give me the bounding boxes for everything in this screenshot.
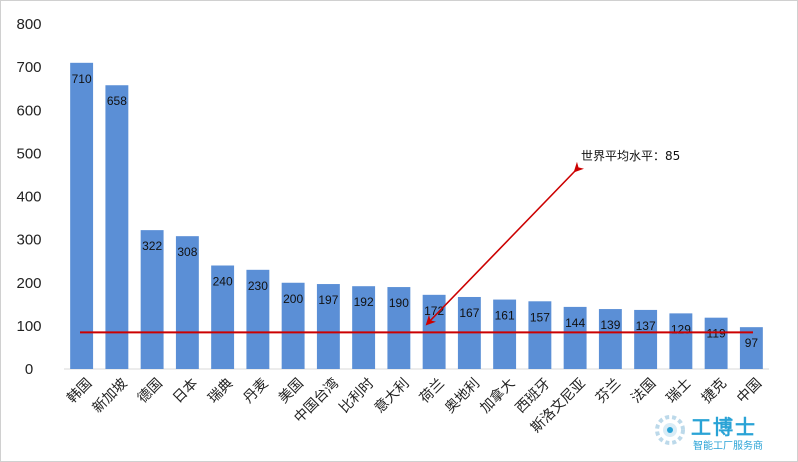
y-tick-label: 400 <box>16 189 41 206</box>
x-tick-label: 美国 <box>276 375 307 406</box>
x-tick-label: 瑞士 <box>664 375 695 406</box>
y-tick-label: 200 <box>16 275 41 292</box>
x-tick-label: 韩国 <box>64 375 95 406</box>
bar <box>281 282 305 369</box>
bar <box>598 309 622 369</box>
gear-logo-icon <box>655 415 685 445</box>
data-label: 157 <box>530 310 550 324</box>
y-tick-label: 800 <box>16 16 41 33</box>
data-label: 137 <box>636 319 656 333</box>
watermark: 工博士 智能工厂服务商 <box>639 409 789 455</box>
x-tick-label: 加拿大 <box>477 375 519 417</box>
data-label: 190 <box>389 296 409 310</box>
bar <box>246 269 270 369</box>
data-label: 710 <box>72 72 92 86</box>
bar <box>211 265 235 369</box>
x-tick-label: 新加坡 <box>90 375 131 416</box>
bar <box>352 286 376 369</box>
data-label: 240 <box>213 275 233 289</box>
x-tick-label: 丹麦 <box>241 375 272 406</box>
data-label: 129 <box>671 322 691 336</box>
bar <box>105 85 129 370</box>
watermark-subtitle: 智能工厂服务商 <box>693 441 763 452</box>
x-tick-label: 日本 <box>170 375 201 406</box>
watermark-title: 工博士 <box>691 415 757 439</box>
data-label: 658 <box>107 94 127 108</box>
data-label: 161 <box>495 309 515 323</box>
y-tick-label: 0 <box>25 361 33 378</box>
annotation-arrow <box>425 161 585 326</box>
x-tick-label: 芬兰 <box>593 375 624 406</box>
annotation-label: 世界平均水平：85 <box>581 149 680 163</box>
x-tick-label: 奥地利 <box>441 375 483 417</box>
y-tick-label: 600 <box>16 102 41 119</box>
data-label: 230 <box>248 279 268 293</box>
y-tick-label: 300 <box>16 232 41 249</box>
x-tick-label: 荷兰 <box>417 375 448 406</box>
bar <box>739 327 763 369</box>
x-tick-label: 法国 <box>628 375 659 406</box>
bar <box>175 236 199 369</box>
data-label: 139 <box>600 318 620 332</box>
y-tick-label: 700 <box>16 59 41 76</box>
x-tick-label: 瑞典 <box>205 375 236 406</box>
y-tick-label: 100 <box>16 318 41 335</box>
bar <box>316 284 340 369</box>
data-label: 322 <box>142 239 162 253</box>
data-label: 200 <box>283 292 303 306</box>
x-tick-label: 捷克 <box>699 375 730 406</box>
bar <box>140 230 164 369</box>
x-tick-label: 意大利 <box>371 375 413 417</box>
data-label: 144 <box>565 316 585 330</box>
data-label: 167 <box>459 306 479 320</box>
y-tick-label: 500 <box>16 145 41 162</box>
bar <box>669 313 693 369</box>
x-tick-label: 中国 <box>734 375 765 406</box>
data-label: 119 <box>707 327 726 341</box>
bar <box>704 317 728 369</box>
data-label: 192 <box>354 295 374 309</box>
bar <box>387 287 411 369</box>
reference-overlay: 世界平均水平：85 <box>80 149 753 334</box>
x-tick-label: 比利时 <box>336 375 377 416</box>
bar <box>70 62 94 369</box>
bar <box>634 309 658 369</box>
data-label: 197 <box>318 293 338 307</box>
data-label: 97 <box>745 336 759 350</box>
x-tick-label: 德国 <box>135 375 166 406</box>
data-label: 308 <box>177 245 197 259</box>
